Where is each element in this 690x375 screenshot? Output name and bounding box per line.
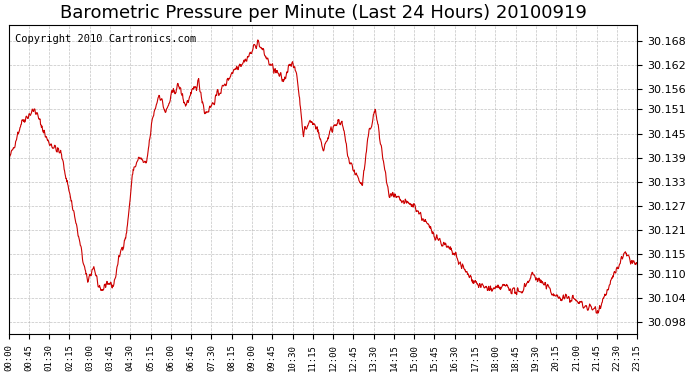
Text: Copyright 2010 Cartronics.com: Copyright 2010 Cartronics.com (15, 34, 196, 44)
Title: Barometric Pressure per Minute (Last 24 Hours) 20100919: Barometric Pressure per Minute (Last 24 … (59, 4, 586, 22)
